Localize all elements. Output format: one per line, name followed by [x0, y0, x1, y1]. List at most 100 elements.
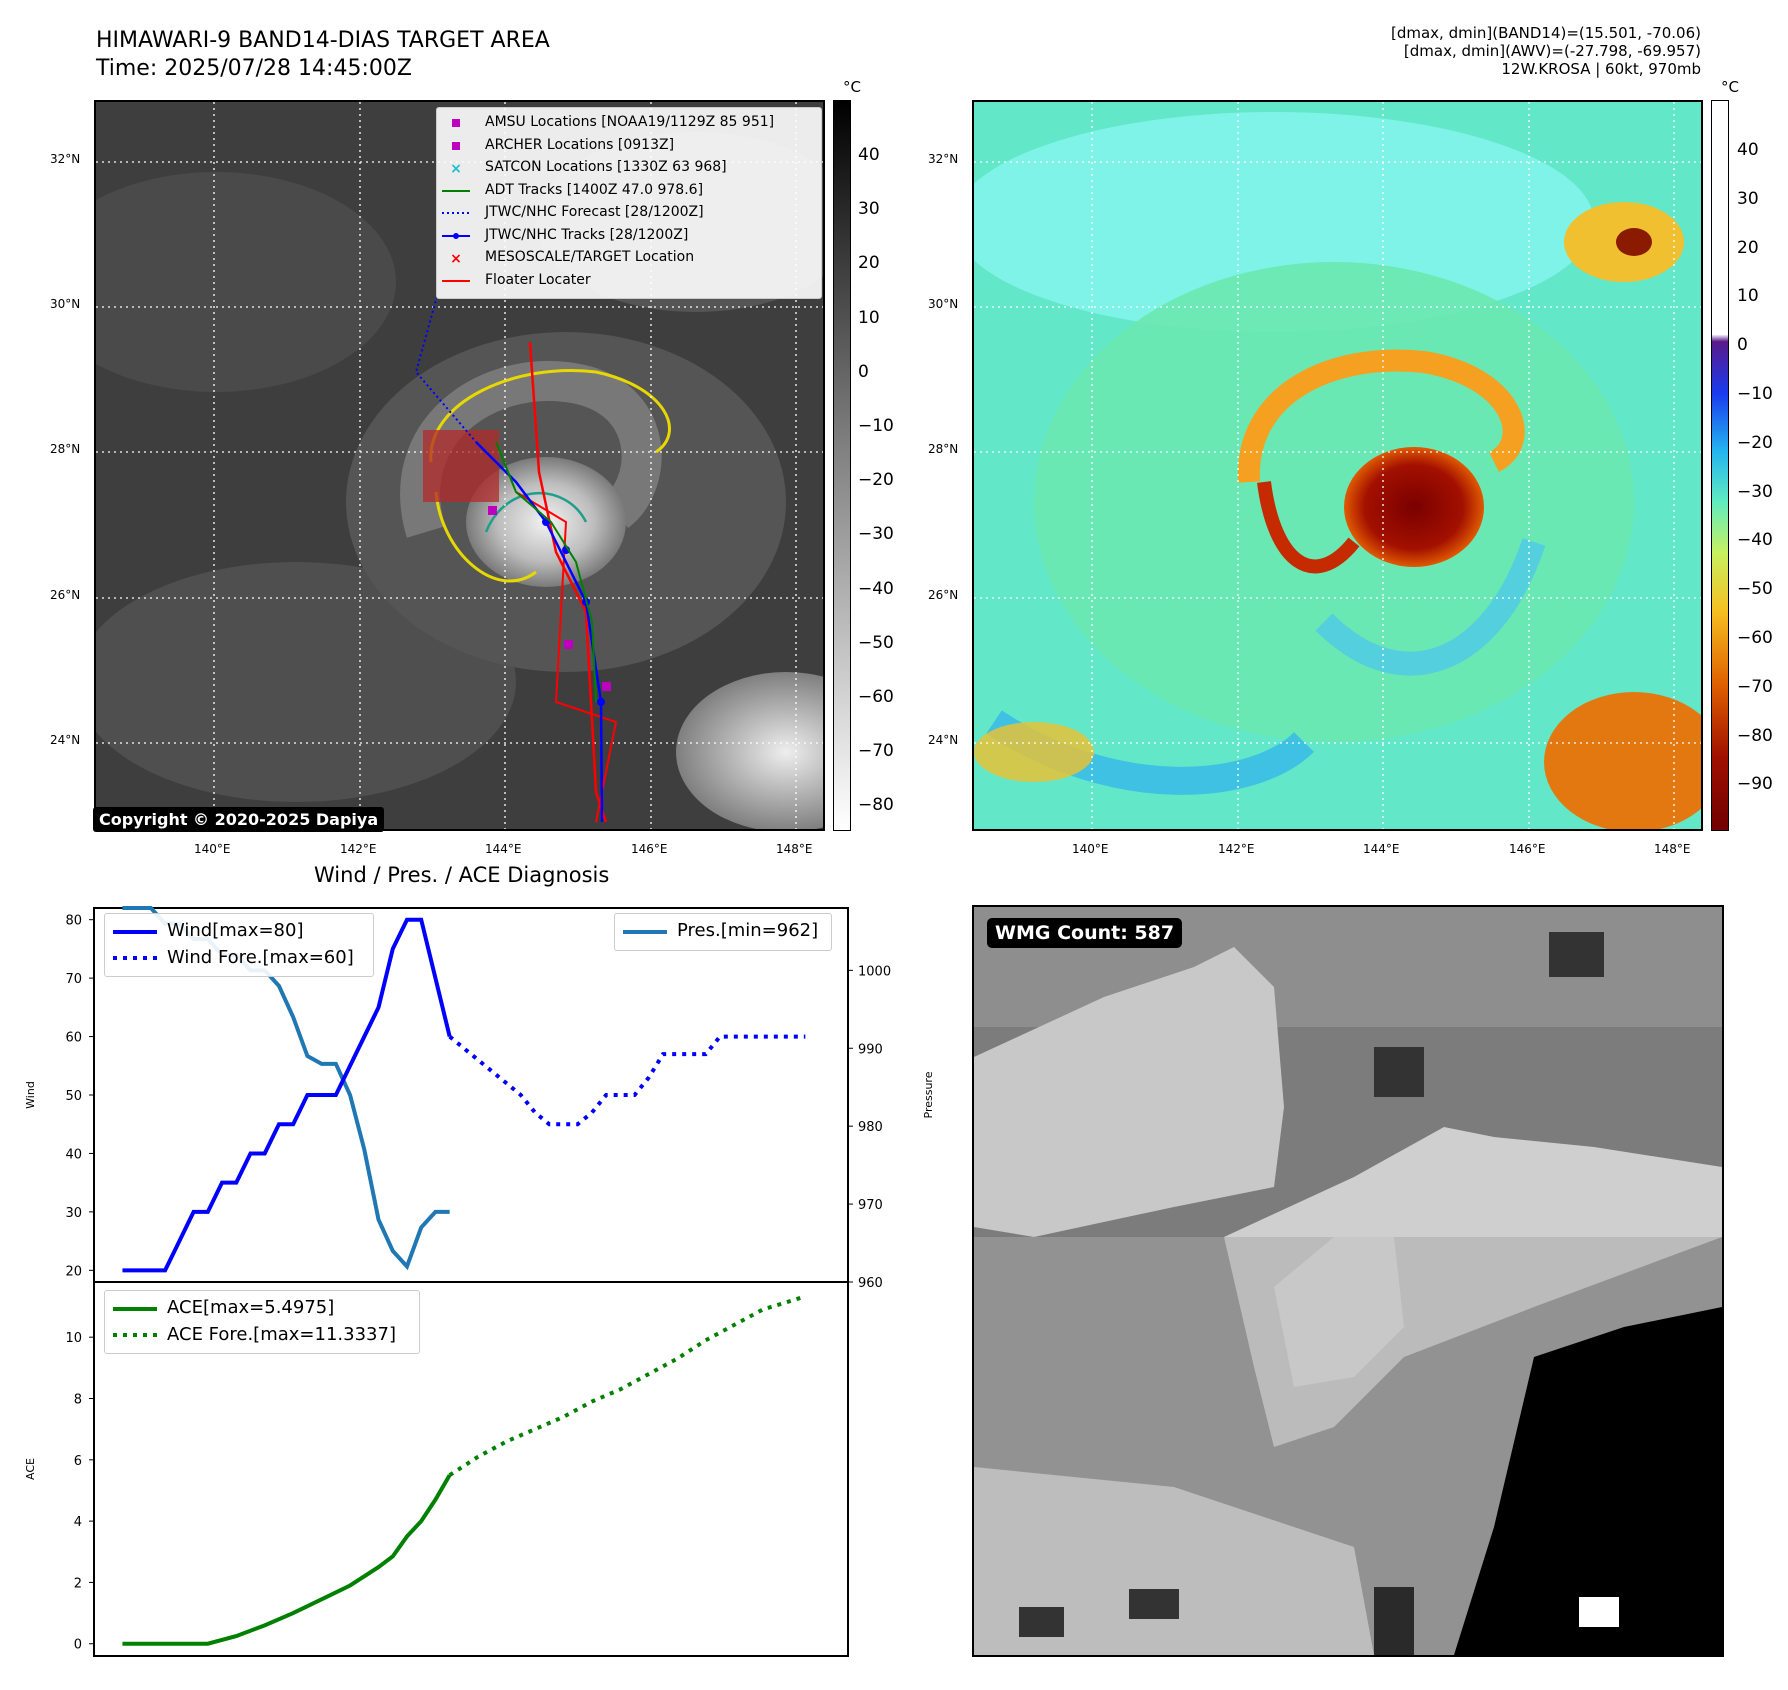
colorbar-right-tick: −30 [1737, 481, 1773, 502]
wind-line [122, 917, 452, 1273]
ir-imagery [96, 102, 823, 829]
map-legend-label: AMSU Locations [NOAA19/1129Z 85 951] [485, 114, 775, 130]
lon-label: 144°E [485, 842, 522, 856]
awv-imagery [974, 102, 1701, 829]
colorbar-right-tick: −50 [1737, 579, 1773, 600]
pres-ytick-label: 960 [858, 1276, 883, 1291]
ace-forecast-line [448, 1294, 806, 1477]
colorbar-right-tick: 0 [1737, 335, 1748, 356]
map-legend: AMSU Locations [NOAA19/1129Z 85 951] ARCH… [436, 107, 822, 299]
colorbar-right-tick: −60 [1737, 628, 1773, 648]
colorbar-left-tick: 0 [858, 361, 869, 382]
pres-legend: Pres.[min=962] [614, 913, 832, 951]
pres-ytick-label: 990 [858, 1042, 883, 1057]
lat-label: 26°N [50, 588, 81, 602]
legend-wind: Wind[max=80] [167, 920, 304, 941]
colorbar-left-tick: 40 [858, 145, 880, 165]
ace-ytick-label: 4 [74, 1515, 82, 1530]
ace-line [122, 1474, 452, 1646]
wind-ytick-label: 40 [65, 1147, 82, 1162]
lat-label: 32°N [928, 152, 959, 166]
legend-marker-line-dot [442, 232, 470, 239]
ace-ytick-label: 0 [74, 1638, 82, 1653]
lat-label: 30°N [50, 297, 81, 311]
colorbar-left-tick: −40 [858, 578, 894, 599]
lat-label: 28°N [50, 442, 81, 456]
ace-ytick-label: 10 [65, 1331, 82, 1346]
info-block: [dmax, dmin](BAND14)=(15.501, -70.06) [d… [1001, 24, 1701, 78]
colorbar-right-tick: 30 [1737, 188, 1759, 209]
lon-label: 148°E [1654, 842, 1691, 856]
map-legend-label: SATCON Locations [1330Z 63 968] [485, 159, 727, 175]
lat-label: 24°N [50, 733, 81, 747]
wind-axis-label: Wind [24, 1081, 37, 1109]
wind-forecast-line [448, 1034, 806, 1127]
wind-ytick-label: 60 [65, 1031, 82, 1046]
colorbar-right-unit: °C [1721, 78, 1739, 96]
ace-axis-label: ACE [24, 1458, 37, 1480]
colorbar-right-tick: −70 [1737, 676, 1773, 697]
colorbar-left-unit: °C [843, 78, 861, 96]
map-legend-label: MESOSCALE/TARGET Location [485, 249, 695, 265]
svg-text:×: × [450, 251, 462, 266]
colorbar-left-tick: 20 [858, 253, 880, 274]
map-legend-label: JTWC/NHC Tracks [28/1200Z] [485, 226, 689, 243]
lat-label: 28°N [928, 442, 959, 456]
ace-legend: ACE[max=5.4975] ACE Fore.[max=11.3337] [104, 1290, 420, 1354]
map-legend-label: Floater Locater [485, 271, 591, 288]
timestamp: Time: 2025/07/28 14:45:00Z [96, 56, 412, 81]
pressure-axis-label: Pressure [922, 1071, 935, 1118]
wind-ytick-label: 30 [65, 1206, 82, 1221]
legend-marker-x: × [450, 251, 462, 266]
awv-map [972, 100, 1703, 831]
map-legend-label: ARCHER Locations [0913Z] [485, 136, 675, 153]
colorbar-left-tick: 10 [858, 307, 880, 328]
lon-label: 140°E [1072, 842, 1109, 856]
lat-label: 32°N [50, 152, 81, 166]
ace-ytick-label: 6 [74, 1454, 82, 1469]
wmg-imagery [974, 907, 1722, 1655]
colorbar-left-tick: −10 [858, 416, 894, 436]
wind-ytick-label: 70 [65, 972, 82, 987]
colorbar-left-tick: −30 [858, 524, 894, 545]
lon-label: 144°E [1363, 842, 1400, 856]
wind-ytick-label: 80 [65, 914, 82, 929]
lon-label: 148°E [776, 842, 813, 856]
wmg-count-badge: WMG Count: 587 [987, 918, 1183, 948]
wmg-map [972, 905, 1724, 1657]
colorbar-right-tick: −10 [1737, 384, 1773, 404]
colorbar-left-tick: −50 [858, 632, 894, 653]
ace-panel-frame [93, 1281, 849, 1657]
colorbar-left-tick: −70 [858, 741, 894, 762]
colorbar-right-tick: −20 [1737, 432, 1773, 453]
colorbar-right-tick: −40 [1737, 530, 1773, 551]
legend-marker-square [452, 119, 460, 127]
lat-label: 24°N [928, 733, 959, 747]
colorbar-right-tick: 40 [1737, 140, 1759, 160]
map-legend-label: JTWC/NHC Forecast [28/1200Z] [485, 204, 704, 220]
colorbar-right-tick: −80 [1737, 725, 1773, 746]
lon-label: 146°E [631, 842, 668, 856]
ace-ytick-label: 2 [74, 1576, 82, 1591]
wind-ytick-label: 50 [65, 1089, 82, 1104]
svg-text:×: × [450, 161, 462, 176]
legend-marker-x: × [450, 161, 462, 176]
info-band14-range: [dmax, dmin](BAND14)=(15.501, -70.06) [1390, 24, 1701, 42]
legend-pres: Pres.[min=962] [677, 920, 819, 941]
colorbar-left-tick: 30 [858, 199, 880, 220]
lat-label: 26°N [928, 588, 959, 602]
lon-label: 142°E [340, 842, 377, 856]
legend-wind-fore: Wind Fore.[max=60] [167, 947, 354, 968]
legend-marker-line [442, 279, 470, 282]
legend-ace-fore: ACE Fore.[max=11.3337] [167, 1324, 396, 1345]
colorbar-right-tick: 10 [1737, 286, 1759, 307]
ir-map [94, 100, 825, 831]
colorbar-left-tick: −60 [858, 687, 894, 707]
wind-ytick-label: 20 [65, 1264, 82, 1279]
lon-label: 140°E [194, 842, 231, 856]
legend-marker-square [452, 141, 460, 150]
map-legend-label: ADT Tracks [1400Z 47.0 978.6] [485, 181, 704, 198]
wind-legend: Wind[max=80] Wind Fore.[max=60] [104, 913, 374, 977]
legend-marker-dotted [442, 212, 470, 214]
colorbar-right [1711, 100, 1729, 831]
